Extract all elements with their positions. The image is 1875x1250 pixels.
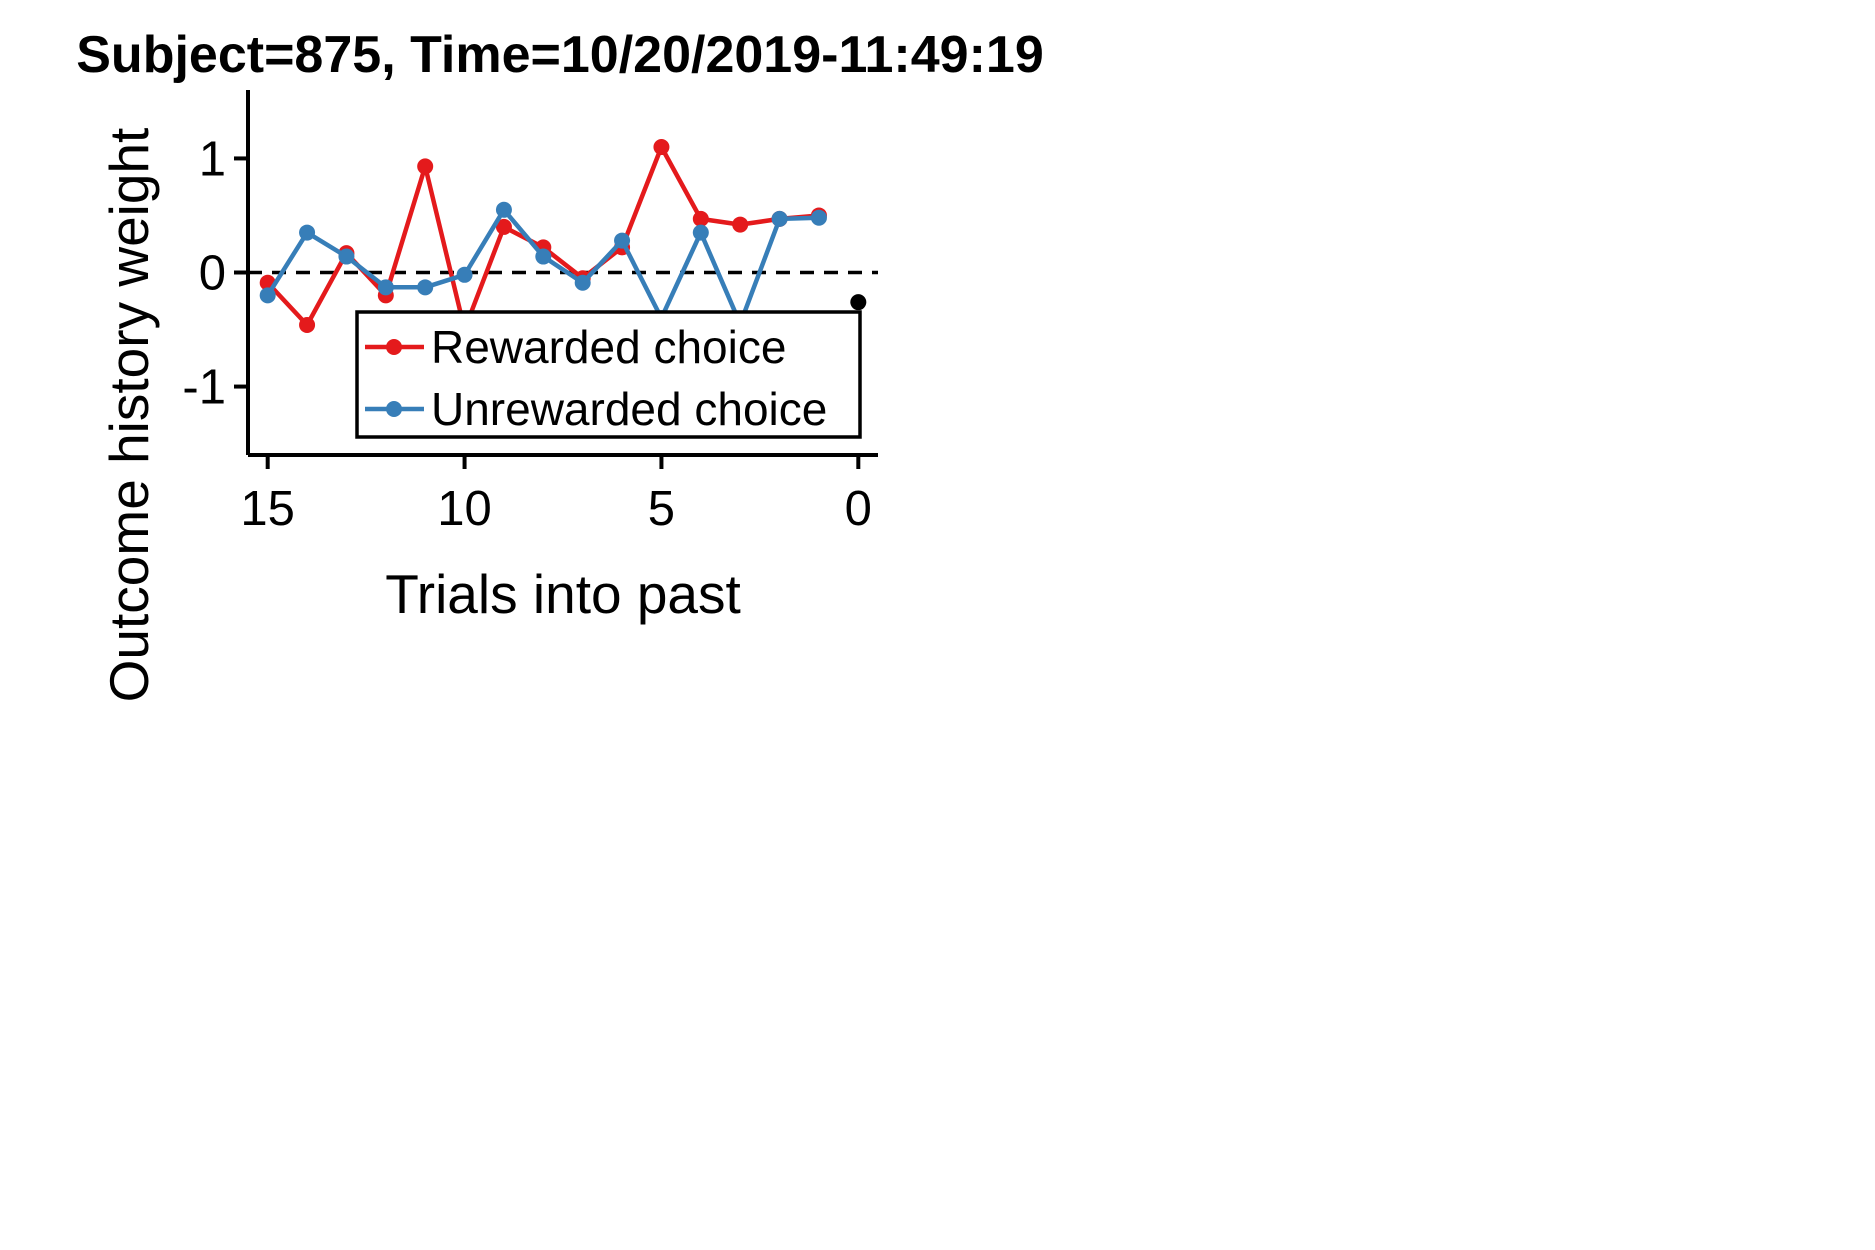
unrewarded-choice-point: [495, 201, 512, 218]
x-tick-label: 5: [648, 482, 675, 536]
plot-area: [248, 139, 878, 338]
rewarded-choice-point: [299, 316, 316, 333]
unrewarded-choice-point: [574, 274, 591, 291]
series-2-point: [850, 294, 867, 311]
x-tick-label: 15: [240, 482, 295, 536]
legend-marker-rewarded-choice: [386, 339, 402, 355]
rewarded-choice-line: [266, 144, 820, 332]
unrewarded-choice-point: [377, 279, 394, 296]
x-axis-label: Trials into past: [385, 563, 741, 625]
y-tick-label: -1: [182, 361, 226, 415]
unrewarded-choice-point: [299, 224, 316, 241]
unrewarded-choice-point: [692, 224, 709, 241]
rewarded-choice-point: [417, 158, 434, 175]
rewarded-choice-point: [495, 218, 512, 235]
unrewarded-choice-point: [614, 232, 631, 249]
x-tick-label: 0: [845, 482, 872, 536]
x-tick-label: 10: [437, 482, 492, 536]
y-tick-label: 0: [199, 247, 226, 301]
y-axis-label: Outcome history weight: [98, 128, 160, 703]
unrewarded-choice-point: [338, 248, 355, 265]
rewarded-choice-point: [692, 210, 709, 227]
unrewarded-choice-point: [810, 209, 827, 226]
unrewarded-choice-point: [259, 287, 276, 304]
unrewarded-choice-point: [535, 248, 552, 265]
legend-marker-unrewarded-choice: [386, 401, 402, 417]
labels: Outcome history weight Trials into past …: [76, 26, 1043, 702]
unrewarded-choice-point: [456, 266, 473, 283]
chart-title: Subject=875, Time=10/20/2019-11:49:19: [76, 26, 1043, 84]
axes: 10-115 10 5 0: [182, 90, 878, 536]
legend: Rewarded choice Unrewarded choice: [355, 310, 862, 439]
legend-label-rewarded-choice: Rewarded choice: [431, 321, 786, 373]
rewarded-choice-point: [732, 216, 749, 233]
unrewarded-choice-point: [771, 210, 788, 227]
legend-label-unrewarded-choice: Unrewarded choice: [431, 383, 827, 435]
rewarded-choice-point: [653, 139, 670, 156]
unrewarded-choice-point: [417, 279, 434, 296]
legend-box: [355, 310, 862, 439]
y-tick-label: 1: [199, 132, 226, 186]
